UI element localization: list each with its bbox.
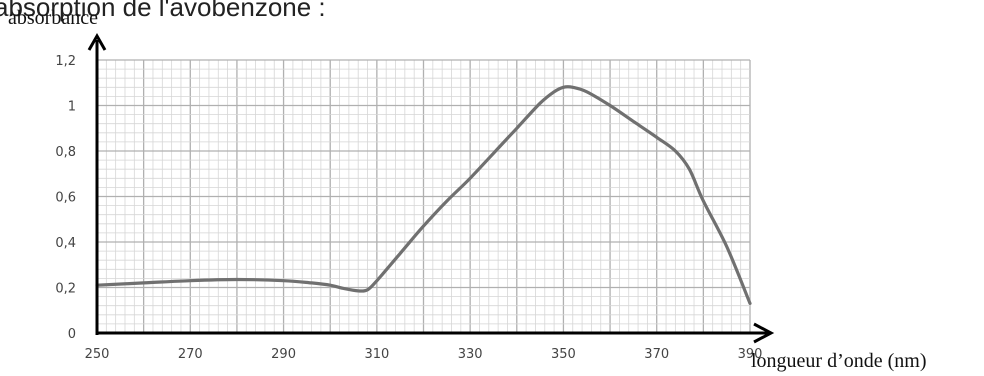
- y-axis-label: absorbance: [8, 7, 98, 29]
- y-tick-label: 0,4: [55, 236, 76, 251]
- x-tick-label: 350: [551, 347, 576, 362]
- y-axis-arrow-icon: [87, 32, 107, 51]
- y-tick-label: 0,8: [55, 145, 76, 160]
- y-tick-label: 1: [68, 100, 76, 115]
- x-tick-labels: 250 270 290 310 330 350 370 390: [85, 347, 763, 362]
- y-tick-label: 0,2: [55, 282, 76, 297]
- x-tick-label: 250: [85, 347, 110, 362]
- x-tick-label: 330: [458, 347, 483, 362]
- grid: [96, 59, 751, 334]
- x-tick-label: 370: [644, 347, 669, 362]
- absorbance-curve: [95, 85, 752, 305]
- y-tick-label: 0,6: [55, 191, 76, 206]
- x-tick-label: 310: [364, 347, 389, 362]
- x-tick-label: 270: [178, 347, 203, 362]
- x-tick-label: 390: [738, 347, 763, 362]
- x-tick-label: 290: [271, 347, 296, 362]
- y-tick-labels: 0 0,2 0,4 0,6 0,8 1 1,2: [55, 54, 76, 342]
- clipped-header-text: absorption de l'avobenzone :: [0, 0, 326, 22]
- y-tick-label: 0: [68, 327, 76, 342]
- x-axis-arrow-icon: [753, 322, 775, 344]
- x-axis-label: longueur d’onde (nm): [751, 350, 927, 372]
- y-tick-label: 1,2: [55, 54, 76, 69]
